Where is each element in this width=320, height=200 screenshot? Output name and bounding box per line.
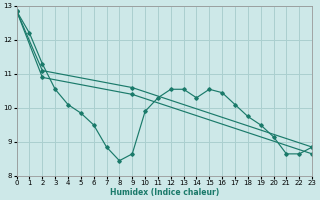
X-axis label: Humidex (Indice chaleur): Humidex (Indice chaleur) [110,188,219,197]
